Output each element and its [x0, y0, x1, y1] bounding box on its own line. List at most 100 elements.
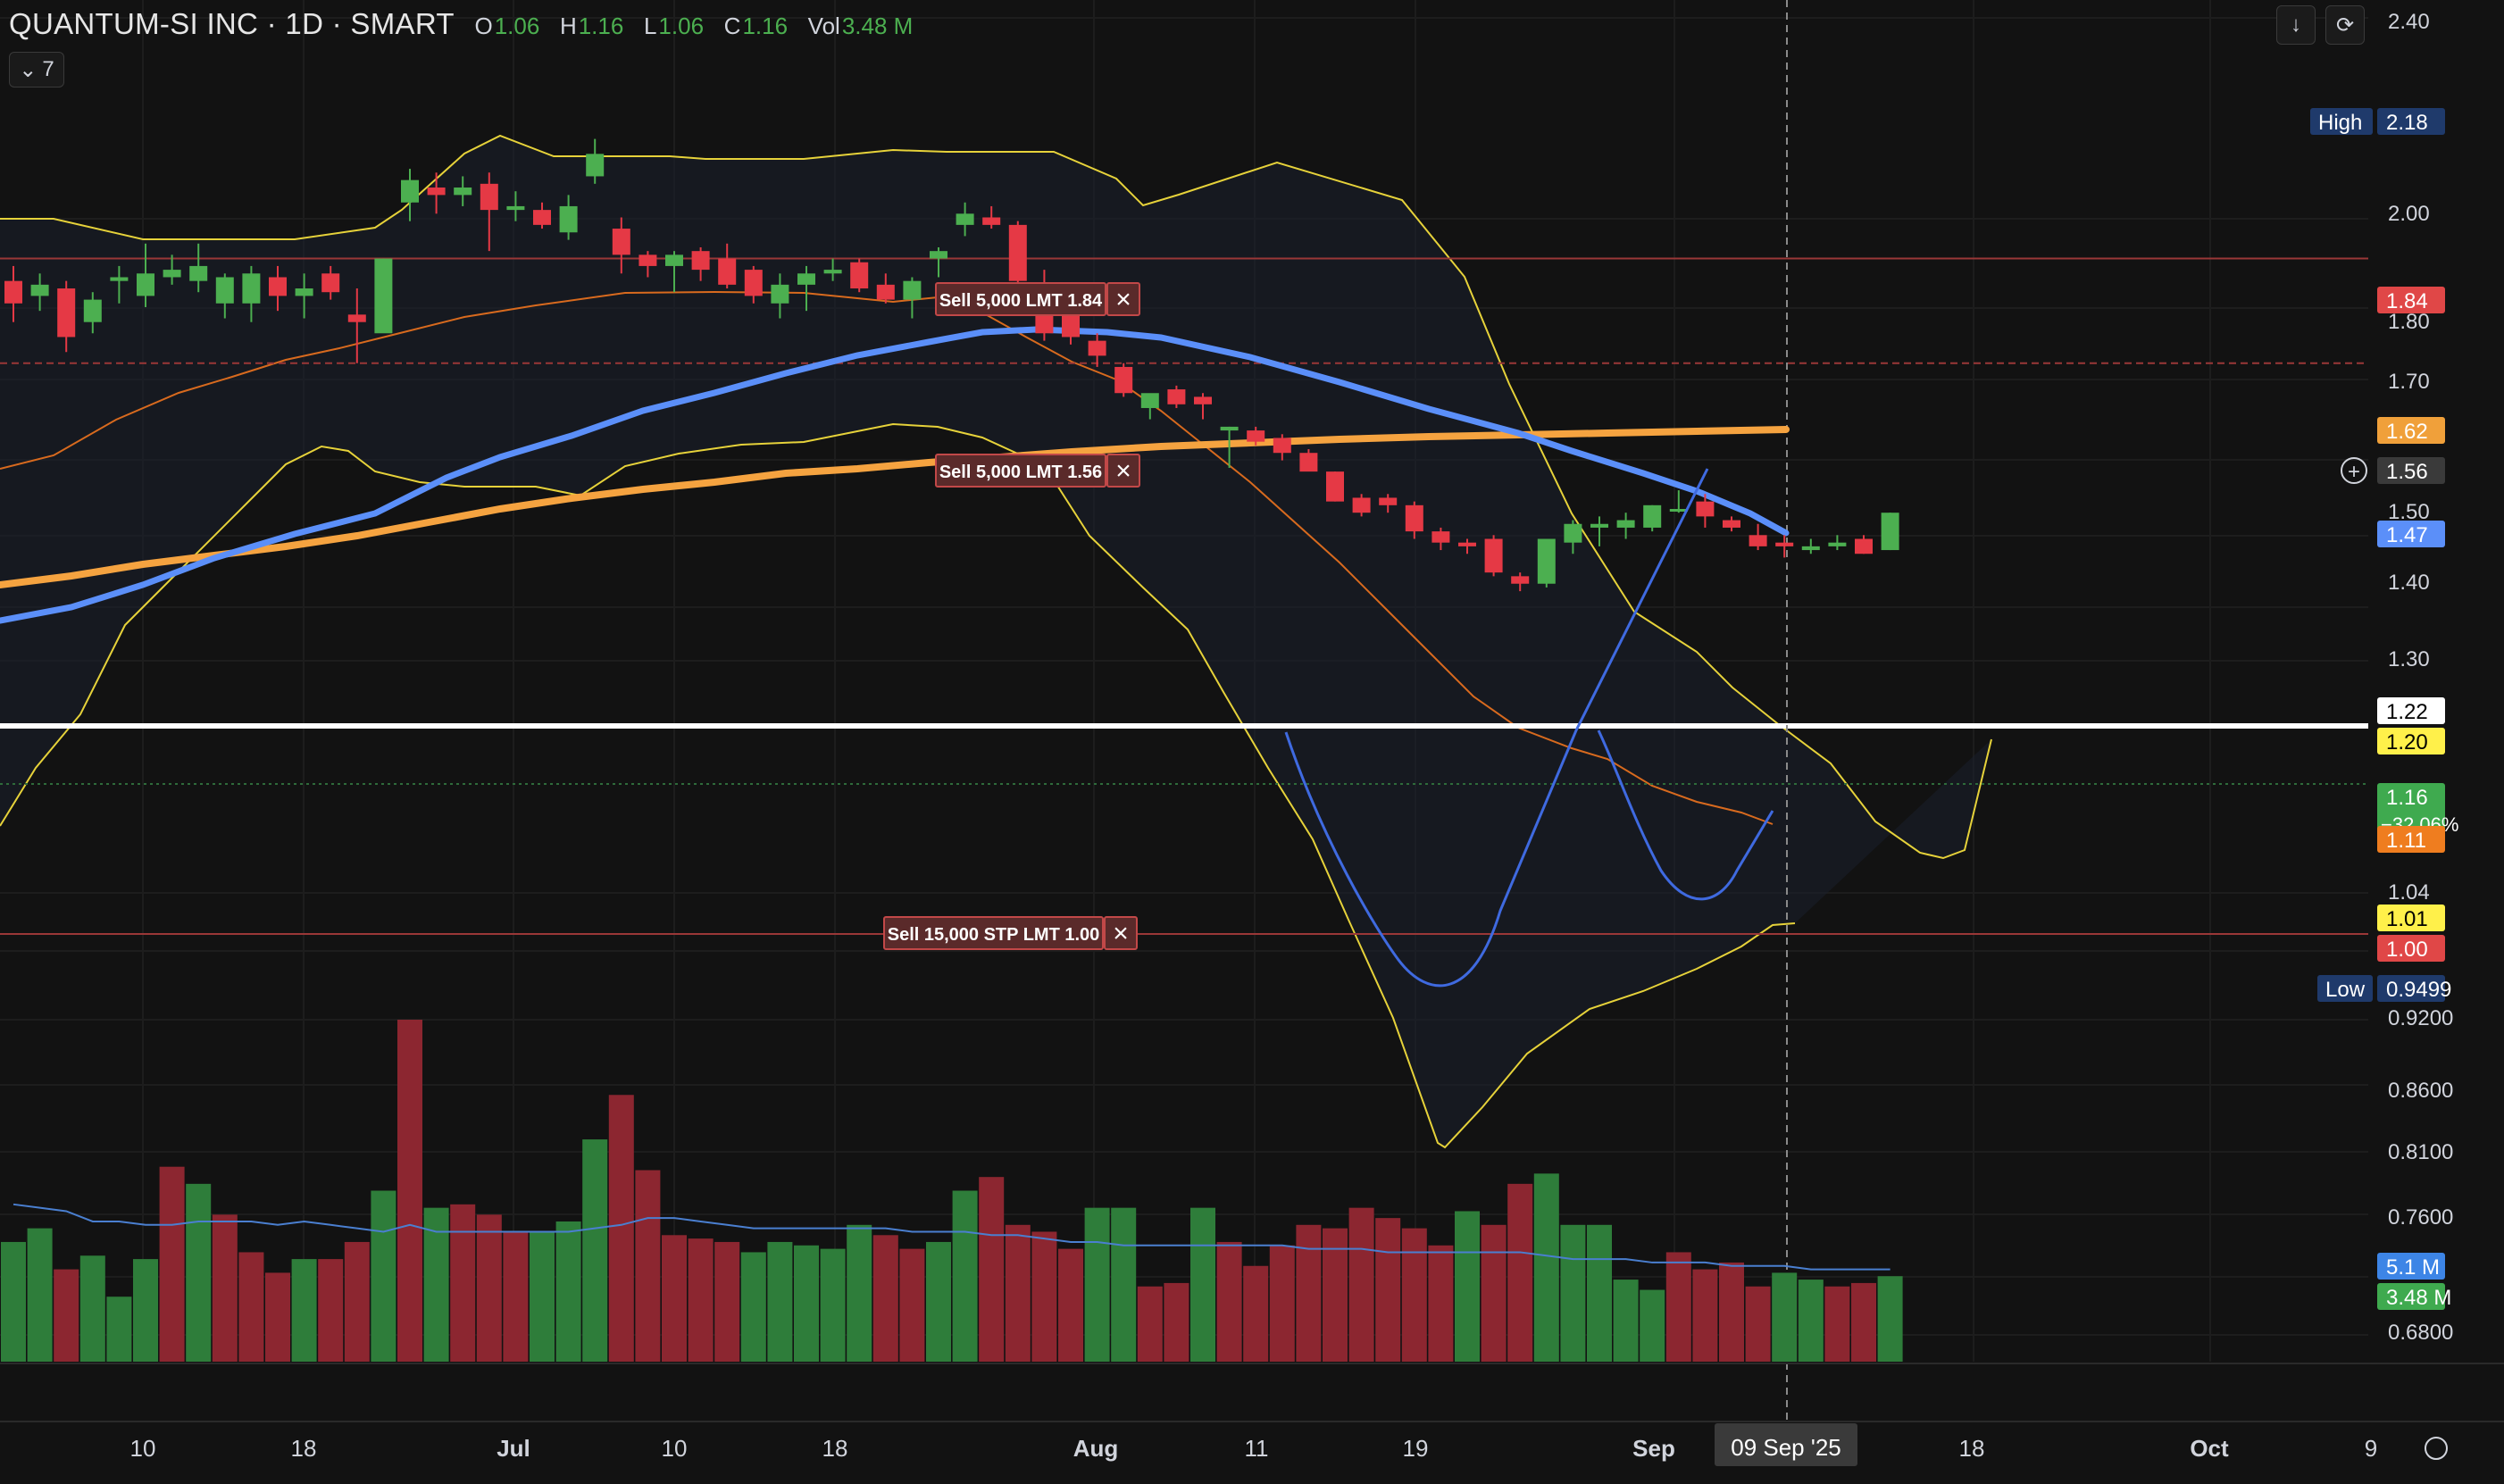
candle-body [1484, 538, 1503, 573]
volume-bar [423, 1207, 449, 1362]
candle-body [242, 273, 261, 304]
volume-bar [688, 1238, 714, 1362]
volume-bar [1665, 1252, 1691, 1362]
volume-value: 3.48 M [841, 13, 914, 39]
volume-bar [714, 1241, 740, 1362]
volume-bar [952, 1190, 978, 1362]
moving-averages [0, 326, 1790, 624]
price-badge-value: 1.00 [2386, 938, 2428, 962]
symbol-title: QUANTUM-SI INC · 1D · SMART [9, 7, 455, 40]
volume-bar [1692, 1269, 1718, 1362]
price-tick-label: 0.8100 [2388, 1140, 2453, 1164]
gear-icon [2425, 1437, 2448, 1460]
volume-bar [555, 1221, 581, 1362]
cup-curve [1284, 468, 1709, 988]
volume-bar [662, 1235, 687, 1362]
candle-body [480, 183, 498, 211]
candle-body [1008, 224, 1027, 281]
time-tick-label: 18 [1959, 1435, 1985, 1462]
time-axis[interactable]: 10 18 Jul 10 18 Aug 11 19 Sep 18 Oct 9 09 Sep '25 [130, 1423, 2448, 1466]
candle-body [1643, 504, 1662, 528]
volume-bar [291, 1259, 317, 1362]
price-tick-label: 0.6800 [2388, 1321, 2453, 1345]
time-tick-label: 10 [130, 1435, 156, 1462]
candle-body [1511, 576, 1530, 584]
volume-bar [847, 1224, 872, 1362]
order-cancel-button [1104, 916, 1138, 950]
sma-50-line [0, 326, 1790, 624]
candle-body [1855, 538, 1873, 554]
download-button[interactable]: ↓ [2276, 5, 2316, 45]
price-badge [2377, 935, 2445, 962]
symbol-legend: QUANTUM-SI INC · 1D · SMART O1.06 H1.16 … [9, 7, 913, 41]
price-badge-value: 1.84 [2386, 289, 2428, 313]
price-badge-tag-text: High [2318, 111, 2362, 135]
volume-bar [54, 1269, 79, 1362]
price-tick-label: 1.40 [2388, 571, 2430, 595]
cup-pattern-drawing[interactable] [1284, 468, 1774, 988]
price-tick-label: 1.70 [2388, 370, 2430, 394]
candle-body [1564, 523, 1582, 543]
candle-body [1881, 513, 1899, 551]
order-labels[interactable]: Sell 5,000 LMT 1.84 × Sell 5,000 LMT 1.56 ×… [883, 282, 1140, 950]
time-tick-label: 11 [1245, 1435, 1269, 1462]
candle-body [612, 229, 630, 255]
volume-bar [1, 1241, 26, 1362]
price-badge [2377, 417, 2445, 444]
low-value: 1.06 [658, 13, 705, 39]
candle-body [137, 273, 154, 296]
candle-body [1273, 438, 1291, 454]
bollinger-upper [0, 134, 1992, 860]
crosshair-date-badge [1715, 1423, 1857, 1466]
price-badge-value: 1.47 [2386, 523, 2428, 547]
candle-body [956, 213, 974, 225]
close-icon: × [1113, 919, 1129, 948]
volume-bar [979, 1177, 1005, 1362]
volume-bar [899, 1248, 925, 1362]
volume-bar [503, 1231, 529, 1362]
price-badge [2377, 783, 2445, 838]
price-axis[interactable]: 2.40 2.00 1.80 1.70 1.50 1.40 1.30 1.04 0.9200 0.… [2310, 10, 2458, 1345]
volume-bar [1348, 1207, 1374, 1362]
price-badge-value: 1.01 [2386, 907, 2428, 931]
time-tick-label: 18 [822, 1435, 848, 1462]
order-label [935, 454, 1106, 488]
candle-body [1590, 523, 1608, 528]
order-label [883, 916, 1104, 950]
basis-line [0, 290, 1774, 825]
price-badge [2377, 905, 2445, 931]
volume-bar [1401, 1228, 1427, 1362]
price-tick-label: 1.80 [2388, 310, 2430, 334]
price-tick-label: 2.40 [2388, 10, 2430, 34]
candle-body [639, 254, 657, 266]
price-badge-value: 1.56 [2386, 460, 2428, 484]
candle-body [691, 251, 710, 271]
volume-bar [1031, 1231, 1057, 1362]
refresh-button[interactable]: ⟳ [2325, 5, 2365, 45]
candle-body [586, 154, 605, 177]
candle-body [1220, 426, 1239, 431]
volume-bar [1164, 1282, 1189, 1362]
order-text: Sell 15,000 STP LMT 1.00 [888, 925, 1100, 945]
volume-ma-line [13, 1203, 1891, 1271]
volume-bar [371, 1190, 396, 1362]
volume-bar [794, 1245, 819, 1362]
price-tick-label: 1.04 [2388, 880, 2430, 905]
volume-bar [159, 1166, 185, 1362]
volume-bar [344, 1241, 370, 1362]
add-alert-icon [2341, 457, 2367, 484]
low-label: L [643, 13, 657, 39]
candle-body [930, 251, 947, 259]
volume-bar [186, 1183, 212, 1362]
volume-bar [1533, 1173, 1559, 1362]
indicators-toggle[interactable]: ⌄ 7 [9, 52, 64, 88]
time-tick-label: 19 [1403, 1435, 1429, 1462]
candle-body [1299, 453, 1318, 472]
order-text: Sell 5,000 LMT 1.56 [939, 463, 1102, 482]
candle-body [1326, 471, 1344, 502]
volume-bar [1428, 1245, 1454, 1362]
volume-bar [820, 1248, 846, 1362]
price-badge-tag-text: Low [2325, 978, 2366, 1002]
volume-bar [212, 1214, 238, 1362]
